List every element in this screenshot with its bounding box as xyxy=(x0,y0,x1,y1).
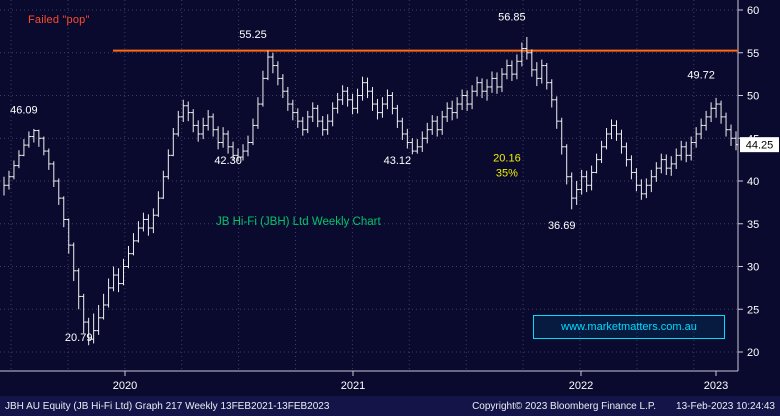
y-tick-label: 35 xyxy=(747,219,759,231)
chart-title: JB Hi-Fi (JBH) Ltd Weekly Chart xyxy=(216,216,381,228)
footer-bar: JBH AU Equity (JB Hi-Fi Ltd) Graph 217 W… xyxy=(0,396,780,416)
price-annotation: 42.30 xyxy=(214,155,242,167)
price-annotation: 49.72 xyxy=(687,69,715,81)
x-tick-label: 2023 xyxy=(704,380,728,392)
x-tick-label: 2021 xyxy=(341,380,365,392)
y-tick-label: 40 xyxy=(747,176,759,188)
price-annotation: 35% xyxy=(496,168,518,180)
y-tick-label: 55 xyxy=(747,48,759,60)
price-annotation: 20.16 xyxy=(493,152,521,164)
price-annotation: 55.25 xyxy=(239,29,267,41)
y-tick-label: 30 xyxy=(747,262,759,274)
y-tick-label: 20 xyxy=(747,347,759,359)
y-tick-label: 50 xyxy=(747,91,759,103)
price-annotation: 20.79 xyxy=(65,332,93,344)
y-tick-label: 60 xyxy=(747,5,759,17)
price-chart: 605550454035302520202020212022202346.092… xyxy=(0,0,779,392)
x-tick-label: 2022 xyxy=(569,380,593,392)
footer-copyright: Copyright© 2023 Bloomberg Finance L.P. xyxy=(472,400,657,412)
failed-pop-annotation: Failed "pop" xyxy=(28,14,90,26)
last-price-box xyxy=(740,137,779,153)
footer-security-info: JBH AU Equity (JB Hi-Fi Ltd) Graph 217 W… xyxy=(5,400,330,412)
x-tick-label: 2020 xyxy=(113,380,137,392)
last-price-label: 44.25 xyxy=(746,140,774,152)
price-annotation: 36.69 xyxy=(548,220,576,232)
footer-timestamp: 13-Feb-2023 10:24:43 xyxy=(676,400,775,412)
marketmatters-link[interactable]: www.marketmatters.com.au xyxy=(533,315,725,339)
price-annotation: 43.12 xyxy=(384,155,412,167)
marketmatters-url[interactable]: www.marketmatters.com.au xyxy=(561,321,697,333)
y-tick-label: 25 xyxy=(747,304,759,316)
price-annotation: 56.85 xyxy=(498,11,526,23)
price-annotation: 46.09 xyxy=(10,104,38,116)
